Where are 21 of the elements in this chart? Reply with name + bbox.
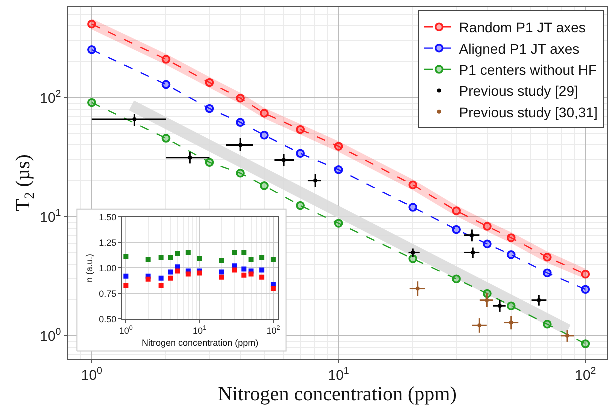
y-axis-title: n (a.u.) <box>84 254 94 282</box>
x-tick-label: 10$^{0}$ <box>81 366 103 383</box>
y-tick-label: 10$^{1}$ <box>40 208 62 225</box>
y-tick-label: 1.50 <box>99 212 117 222</box>
legend-label: P1 centers without HF <box>459 62 598 78</box>
x-tick-label: 10$^{1}$ <box>193 325 208 336</box>
legend-label: Random P1 JT axes <box>459 20 586 36</box>
y-tick-label: 10$^{2}$ <box>40 88 62 106</box>
x-tick-label: 10$^{2}$ <box>266 325 281 336</box>
x-tick-label: 10$^{2}$ <box>575 366 596 383</box>
y-tick-label: 0.75 <box>99 288 117 299</box>
x-axis-title: Nitrogen concentration (ppm) <box>142 338 259 348</box>
x-tick-label: 10$^{1}$ <box>328 366 350 383</box>
y-tick-label: 1.00 <box>99 263 117 274</box>
legend-label: Aligned P1 JT axes <box>459 40 580 57</box>
y-tick-label: 0.50 <box>99 314 117 324</box>
legend-label: Previous study [29] <box>459 83 578 100</box>
y-tick-label: 1.25 <box>99 238 117 248</box>
x-tick-label: 10$^{0}$ <box>119 325 134 336</box>
x-axis-title: Nitrogen concentration (ppm) <box>218 383 457 406</box>
legend-label: Previous study [30,31] <box>459 104 598 120</box>
